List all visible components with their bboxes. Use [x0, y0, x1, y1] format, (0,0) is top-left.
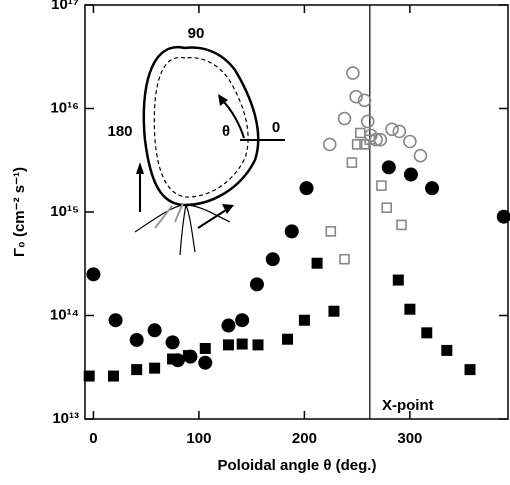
- point: [235, 313, 250, 328]
- arrowhead: [222, 204, 234, 214]
- x-tick-label: 300: [397, 430, 422, 447]
- point: [425, 181, 440, 196]
- y-tick-label: 10¹³: [52, 410, 79, 427]
- point: [392, 124, 407, 139]
- point: [147, 323, 162, 338]
- point: [221, 318, 236, 333]
- point: [403, 134, 417, 149]
- point: [222, 339, 234, 351]
- point: [249, 277, 264, 292]
- y-tick-label: 10¹⁴: [50, 306, 79, 323]
- point: [198, 355, 213, 370]
- point: [349, 89, 363, 104]
- point: [404, 303, 416, 315]
- inset-label: 90: [188, 25, 205, 42]
- point: [403, 167, 418, 182]
- point: [441, 344, 453, 356]
- inset-label: 180: [107, 123, 132, 140]
- point: [360, 114, 375, 129]
- point: [86, 267, 101, 282]
- point: [381, 202, 392, 214]
- point: [282, 333, 294, 345]
- point: [129, 332, 144, 347]
- point: [369, 132, 383, 147]
- point: [496, 209, 510, 224]
- inset-label: 0: [272, 119, 280, 136]
- point: [346, 66, 360, 80]
- point: [311, 257, 323, 269]
- point: [107, 370, 119, 382]
- x-tick-label: 100: [186, 430, 211, 447]
- x-tick-label: 200: [292, 430, 317, 447]
- point: [381, 160, 396, 175]
- point: [182, 350, 194, 362]
- point: [421, 327, 433, 339]
- x-tick-label: 0: [89, 430, 97, 447]
- point: [392, 274, 404, 286]
- y-tick-label: 10¹⁶: [50, 99, 79, 116]
- point: [413, 148, 428, 163]
- arrowhead: [218, 94, 228, 106]
- point: [337, 111, 352, 126]
- point: [149, 362, 161, 374]
- point: [252, 339, 264, 351]
- gray-arrow: [154, 202, 184, 229]
- point: [464, 364, 476, 376]
- point: [265, 252, 280, 267]
- point: [83, 370, 95, 382]
- point: [357, 93, 372, 108]
- point: [298, 314, 310, 326]
- plot-frame: [84, 4, 509, 420]
- y-axis-label: Γ₀ (cm⁻² s⁻¹): [11, 167, 28, 257]
- point: [108, 313, 123, 328]
- point: [165, 335, 180, 350]
- point: [284, 224, 299, 239]
- y-tick-label: 10¹⁷: [51, 0, 79, 13]
- point: [325, 226, 337, 237]
- point: [236, 338, 248, 350]
- x-point-label: X-point: [382, 397, 434, 414]
- point: [199, 342, 211, 354]
- point: [364, 134, 376, 145]
- divertor-leg: [179, 204, 196, 256]
- x-axis-label: Poloidal angle θ (deg.): [218, 457, 377, 474]
- point: [322, 137, 337, 152]
- y-tick-label: 10¹⁵: [50, 203, 79, 220]
- point: [385, 122, 399, 137]
- point: [351, 139, 363, 150]
- point: [396, 219, 407, 231]
- point: [299, 181, 314, 196]
- arrow: [197, 209, 227, 229]
- point: [328, 305, 340, 317]
- point: [167, 353, 179, 365]
- arrowhead: [136, 162, 144, 174]
- point: [376, 180, 387, 191]
- point: [131, 364, 143, 376]
- inset-label: θ: [222, 123, 230, 140]
- inner-surface: [153, 56, 249, 198]
- flux-surface: [142, 45, 260, 207]
- point: [339, 253, 350, 265]
- point: [346, 157, 358, 168]
- point: [355, 127, 366, 139]
